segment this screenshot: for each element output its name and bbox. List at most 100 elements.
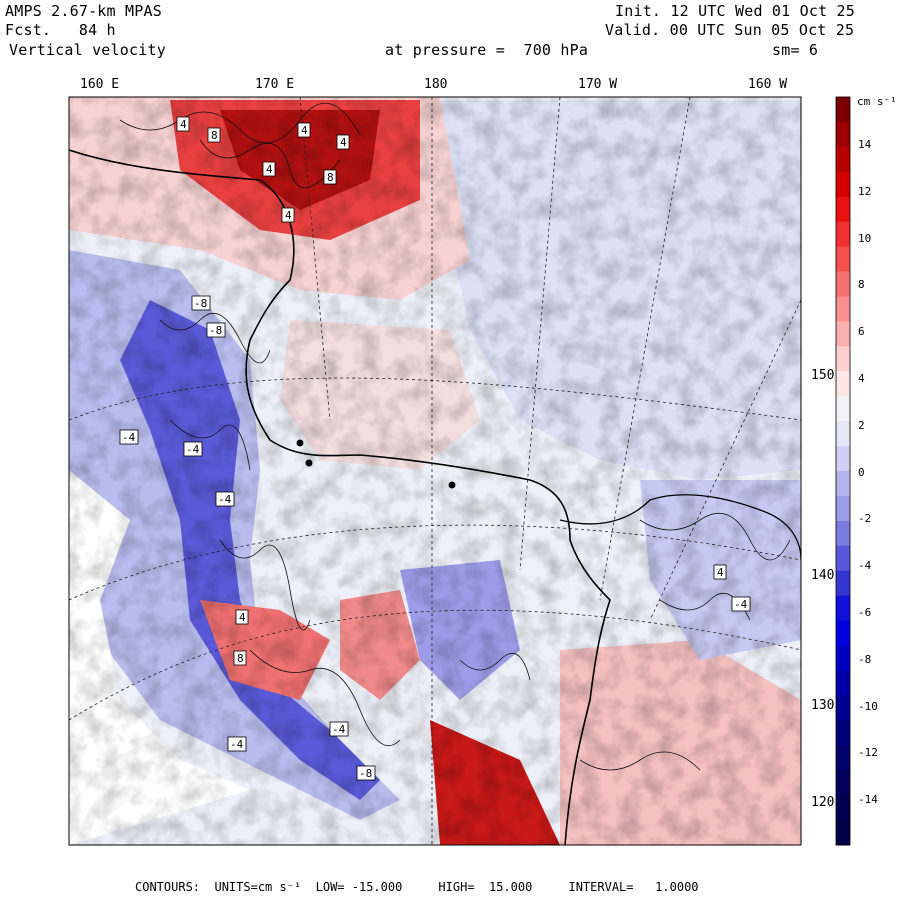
colorbar-swatch <box>836 196 850 223</box>
neg-label: -4 <box>227 736 247 752</box>
colorbar-swatch <box>836 146 850 173</box>
svg-text:-8: -8 <box>194 297 207 310</box>
svg-text:4: 4 <box>266 163 273 176</box>
pos-label: 4 <box>176 116 190 132</box>
lon-tick-160e: 160 E <box>80 77 120 92</box>
svg-text:-4: -4 <box>734 598 748 611</box>
svg-text:4: 4 <box>239 611 246 624</box>
colorbar-swatch <box>836 296 850 322</box>
shelf-edge <box>559 494 801 561</box>
colorbar-swatch <box>836 421 850 447</box>
station-marker <box>448 481 456 489</box>
colorbar-units: cm s⁻¹ <box>857 95 897 108</box>
colorbar-swatch <box>836 795 850 821</box>
lon-tick-170e: 170 E <box>255 77 295 92</box>
colorbar-tick-label: 12 <box>858 184 872 198</box>
colorbar-swatch <box>836 121 850 148</box>
colorbar-tick-label: -4 <box>858 559 872 573</box>
neg-label: -4 <box>215 491 235 507</box>
contour-info: CONTOURS: UNITS=cm s⁻¹ LOW= -15.000 HIGH… <box>135 880 699 894</box>
colorbar-tick-label: 10 <box>858 231 872 245</box>
svg-text:8: 8 <box>327 171 334 184</box>
colorbar-tick-label: 2 <box>858 418 865 432</box>
colorbar <box>836 97 850 846</box>
neg-label: -4 <box>119 429 139 445</box>
neg-label: -8 <box>206 322 226 338</box>
colorbar-swatch <box>836 595 850 622</box>
colorbar-swatch <box>836 670 850 696</box>
pressure-level: at pressure = 700 hPa <box>385 41 589 59</box>
colorbar-swatch <box>836 446 850 472</box>
pos-label: 4 <box>262 161 276 177</box>
colorbar-swatch <box>836 321 850 347</box>
colorbar-swatch <box>836 545 850 572</box>
svg-text:-4: -4 <box>218 493 232 506</box>
svg-text:-8: -8 <box>359 767 372 780</box>
colorbar-tick-label: 0 <box>858 465 865 479</box>
neg-label: -4 <box>731 596 751 612</box>
svg-text:-4: -4 <box>122 431 136 444</box>
station-marker <box>305 459 313 467</box>
colorbar-swatch <box>836 97 850 123</box>
pos-label: 4 <box>713 564 727 580</box>
colorbar-swatch <box>836 271 850 297</box>
valid-time: Valid. 00 UTC Sun 05 Oct 25 <box>605 21 855 39</box>
colorbar-swatch <box>836 495 850 522</box>
svg-text:4: 4 <box>717 566 724 579</box>
forecast-hour: Fcst. 84 h <box>5 21 116 39</box>
svg-text:-4: -4 <box>332 723 346 736</box>
colorbar-swatch <box>836 471 850 497</box>
colorbar-tick-label: -8 <box>858 652 872 666</box>
colorbar-swatch <box>836 645 850 671</box>
colorbar-swatch <box>836 820 850 846</box>
colorbar-tick-label: 4 <box>858 372 865 385</box>
colorbar-swatch <box>836 570 850 597</box>
svg-text:4: 4 <box>301 124 308 137</box>
svg-text:-4: -4 <box>230 738 244 751</box>
model-title: AMPS 2.67-km MPAS <box>5 2 162 20</box>
lon-tick-170w: 170 W <box>578 77 618 92</box>
colorbar-swatch <box>836 620 850 647</box>
colorbar-tick-label: -12 <box>858 746 878 760</box>
colorbar-frame <box>835 96 851 846</box>
pos-label: 4 <box>336 134 350 150</box>
graticule <box>69 97 801 845</box>
colorbar-tick-label: 14 <box>858 138 872 151</box>
colorbar-tick-label: -6 <box>858 606 872 619</box>
colorbar-swatch <box>836 371 850 397</box>
pos-label: 8 <box>323 169 337 185</box>
pos-label: 8 <box>233 650 247 666</box>
colorbar-tick-label: -14 <box>858 793 878 807</box>
neg-label: -4 <box>183 441 203 457</box>
colorbar-swatch <box>836 396 850 422</box>
smoothing-value: sm= 6 <box>772 41 819 59</box>
neg-label: -8 <box>356 765 376 781</box>
field-name: Vertical velocity <box>9 41 166 59</box>
pos-label: 4 <box>235 609 249 625</box>
colorbar-tick-label: -2 <box>858 512 872 526</box>
colorbar-swatch <box>836 695 850 721</box>
neg-label: -4 <box>329 721 349 737</box>
svg-text:-4: -4 <box>186 443 200 456</box>
colorbar-swatch <box>836 745 850 771</box>
lon-tick-180: 180 <box>424 77 448 92</box>
station-marker <box>296 439 304 447</box>
svg-text:8: 8 <box>211 129 218 142</box>
map-frame <box>68 96 802 846</box>
lon-tick-160w: 160 W <box>748 77 788 92</box>
colorbar-tick-label: 8 <box>858 278 865 292</box>
colorbar-swatch <box>836 520 850 547</box>
pos-label: 4 <box>281 207 295 223</box>
svg-text:8: 8 <box>237 652 244 665</box>
svg-text:4: 4 <box>340 136 347 149</box>
svg-text:-8: -8 <box>209 324 222 337</box>
init-time: Init. 12 UTC Wed 01 Oct 25 <box>615 2 855 20</box>
pos-label: 8 <box>207 127 221 143</box>
neg-label: -8 <box>191 295 211 311</box>
colorbar-swatch <box>836 221 850 248</box>
colorbar-swatch <box>836 770 850 796</box>
colorbar-swatch <box>836 171 850 198</box>
pos-label: 4 <box>297 122 311 138</box>
colorbar-swatch <box>836 346 850 372</box>
